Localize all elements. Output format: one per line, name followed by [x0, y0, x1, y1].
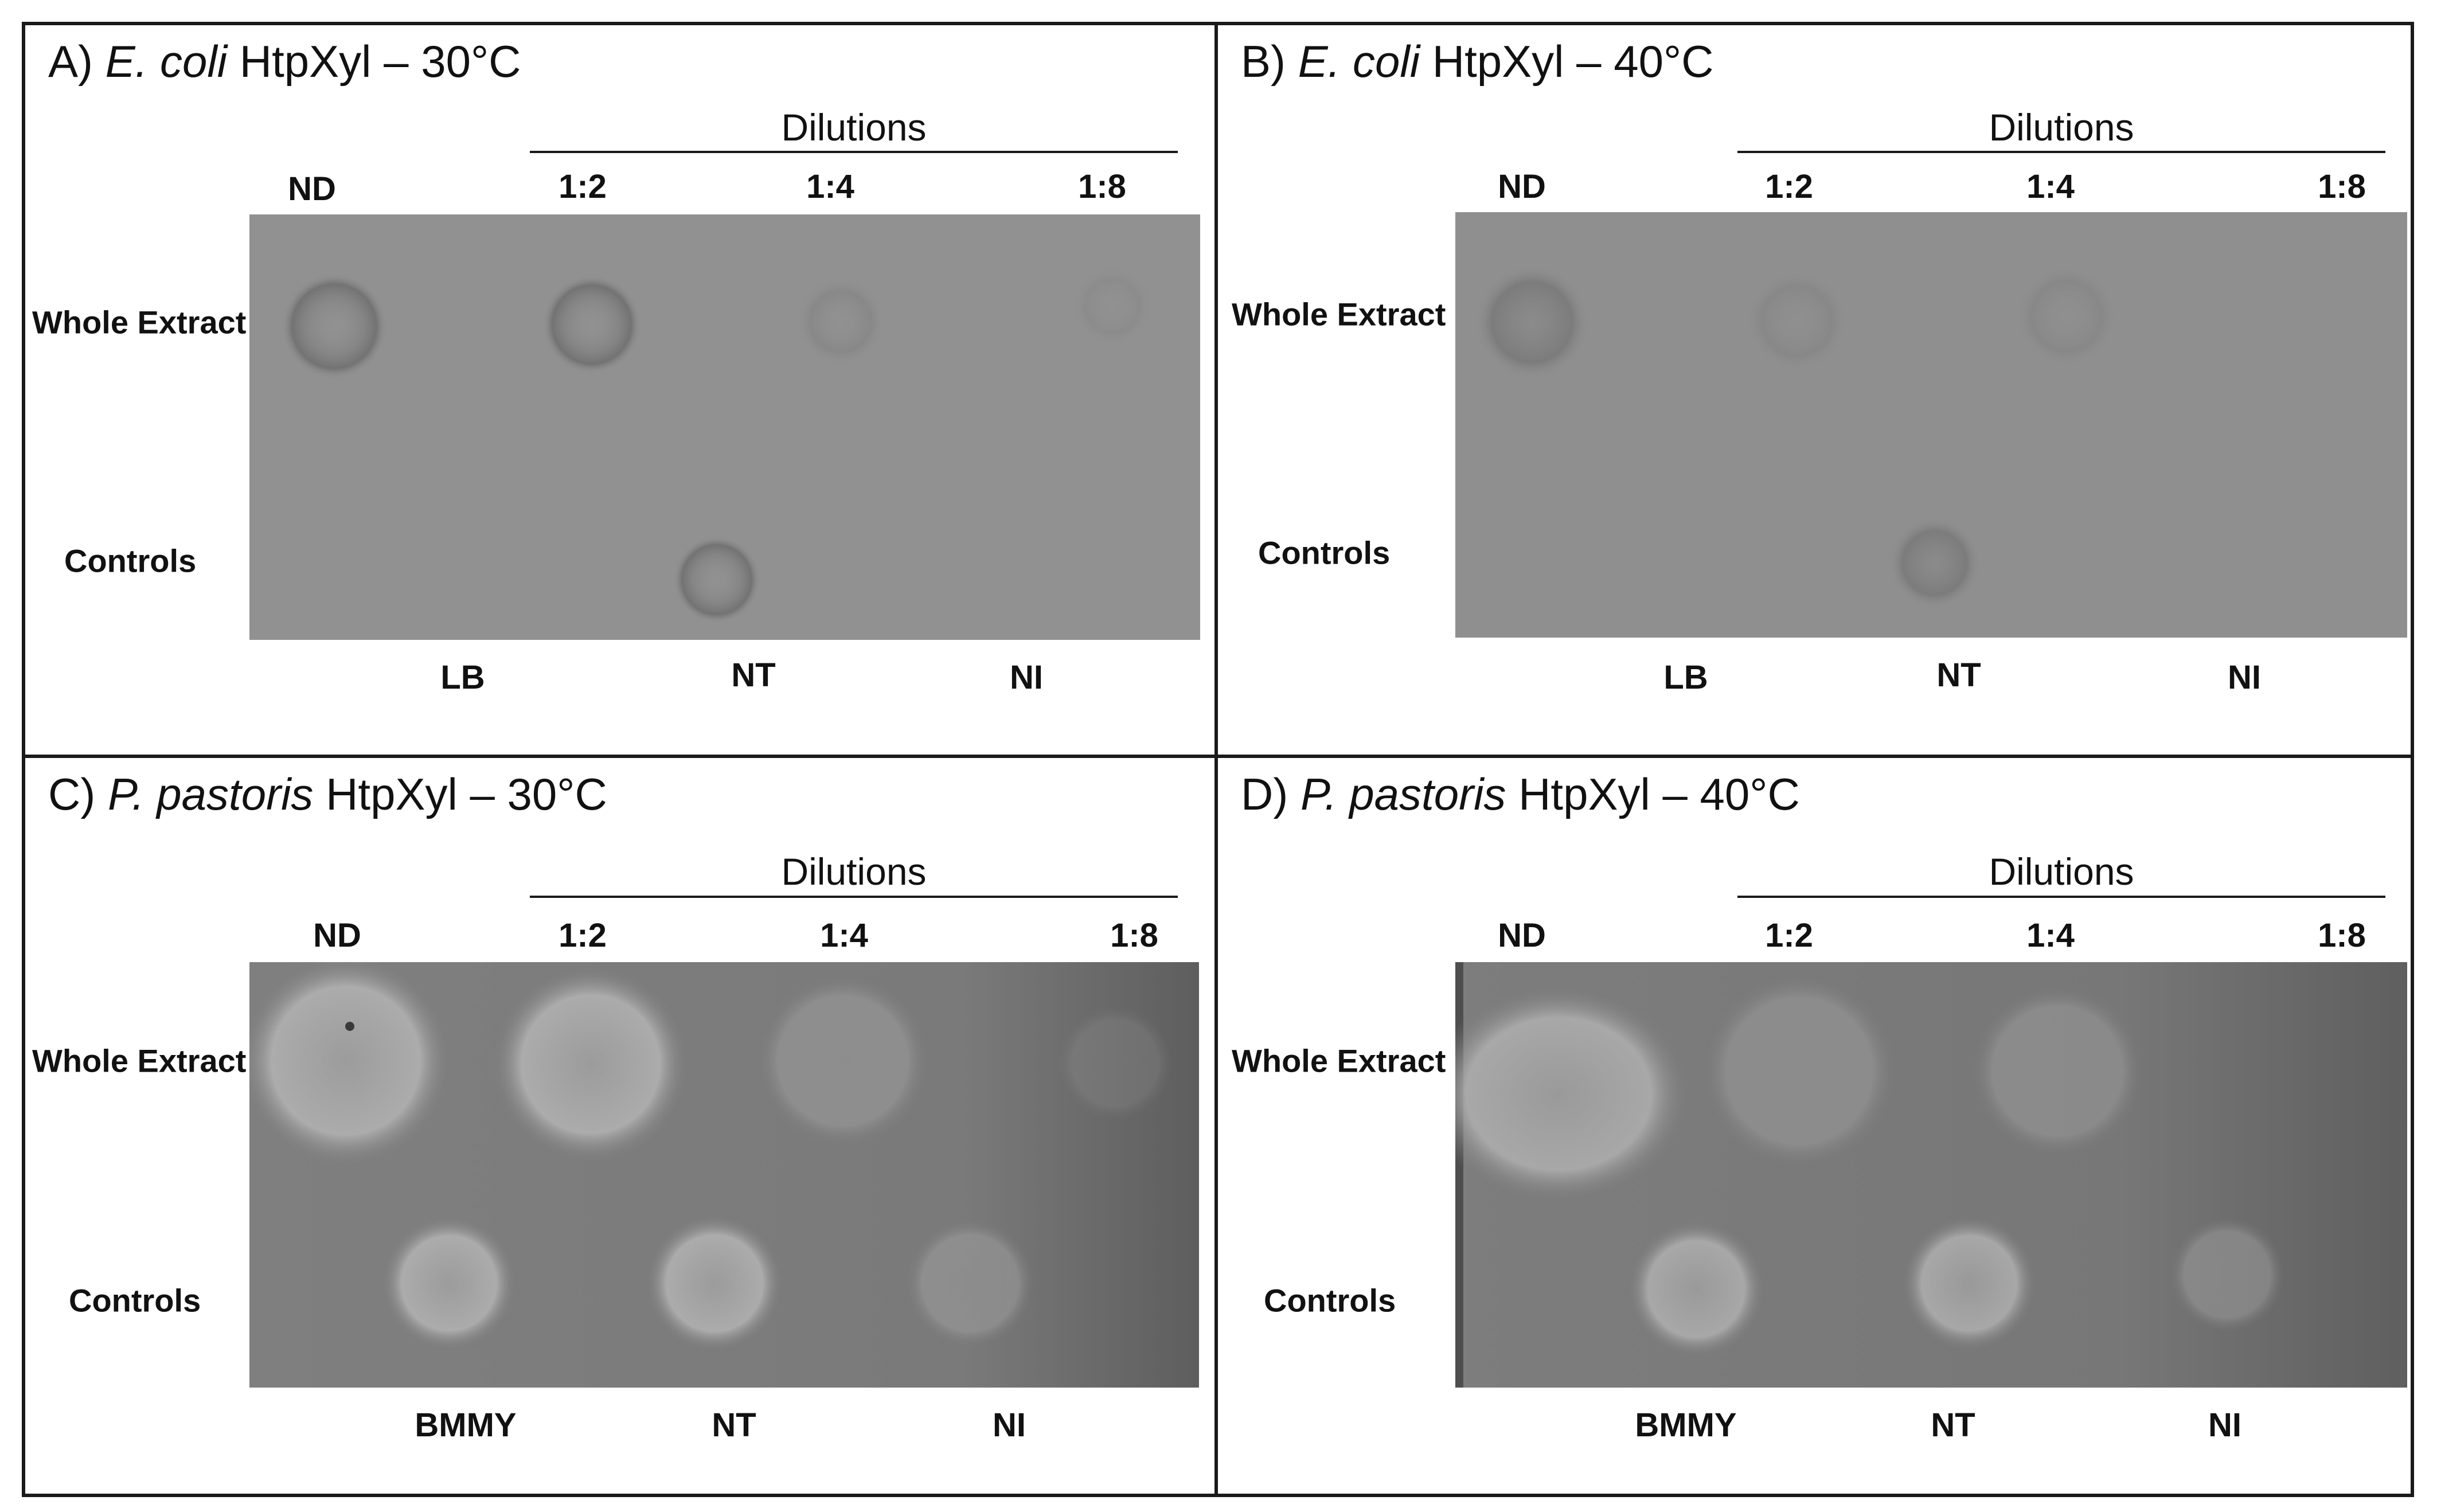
spot-1-2 — [492, 966, 689, 1163]
control-label-nt: NT — [1931, 1406, 1975, 1444]
panel-d: D) P. pastoris HtpXyl – 40°C Dilutions N… — [1218, 758, 2411, 1491]
dilutions-rule — [1737, 896, 2385, 898]
spot-1-8 — [1073, 267, 1151, 345]
control-label-nt: NT — [712, 1406, 756, 1444]
panel-condition: HtpXyl – 30°C — [239, 36, 521, 87]
col-label-nd: ND — [288, 170, 336, 208]
control-label-ni: NI — [2228, 659, 2261, 696]
dilutions-label: Dilutions — [1989, 106, 2134, 149]
col-label-1-2: 1:2 — [1765, 917, 1813, 954]
col-label-nd: ND — [1498, 917, 1546, 954]
panel-letter: A) — [48, 36, 93, 87]
assay-plate-image — [249, 214, 1200, 640]
spot-bmmy — [381, 1216, 517, 1351]
col-label-1-4: 1:4 — [2026, 917, 2075, 954]
dilutions-label: Dilutions — [781, 850, 927, 893]
spot-1-8 — [1058, 1006, 1173, 1120]
col-label-1-2: 1:2 — [559, 917, 607, 954]
debris-dot — [345, 1022, 354, 1031]
control-label-lb: LB — [1663, 659, 1708, 696]
spot-1-2 — [1702, 974, 1897, 1169]
spot-bmmy — [1627, 1220, 1765, 1358]
dilutions-rule — [530, 151, 1178, 153]
assay-plate-image — [1455, 962, 2407, 1388]
figure-frame — [22, 22, 2414, 1497]
row-label-controls: Controls — [1264, 1282, 1396, 1319]
row-label-whole-extract: Whole Extract — [1232, 1042, 1446, 1079]
spot-nd — [1475, 265, 1589, 380]
control-label-ni: NI — [993, 1406, 1026, 1444]
spot-1-4 — [797, 278, 884, 365]
spot-1-4 — [1971, 985, 2143, 1157]
panel-title: B) E. coli HtpXyl – 40°C — [1241, 36, 1714, 88]
panel-organism: P. pastoris — [1300, 769, 1506, 819]
spot-nt — [1901, 1216, 2037, 1351]
dilutions-rule — [530, 896, 1178, 898]
dilutions-label: Dilutions — [781, 106, 927, 149]
vertical-divider — [1214, 22, 1218, 1497]
panel-b: B) E. coli HtpXyl – 40°C Dilutions ND 1:… — [1218, 25, 2411, 758]
col-label-1-4: 1:4 — [2026, 168, 2075, 205]
spot-nd — [249, 962, 452, 1167]
spot-1-4 — [757, 975, 929, 1147]
panel-condition: HtpXyl – 40°C — [1518, 769, 1800, 819]
spot-nt — [673, 536, 760, 623]
panel-organism: E. coli — [1298, 36, 1420, 87]
spot-nd — [1455, 985, 1690, 1203]
row-label-controls: Controls — [1258, 534, 1391, 571]
col-label-nd: ND — [313, 917, 361, 954]
spot-nt — [646, 1214, 783, 1352]
panel-title: C) P. pastoris HtpXyl – 30°C — [48, 768, 607, 821]
col-label-1-8: 1:8 — [1110, 917, 1158, 954]
panel-letter: D) — [1241, 769, 1288, 819]
panel-condition: HtpXyl – 30°C — [326, 769, 607, 819]
control-label-bmmy: BMMY — [1635, 1406, 1737, 1444]
control-label-bmmy: BMMY — [415, 1406, 517, 1444]
panel-a: A) E. coli HtpXyl – 30°C Dilutions ND 1:… — [25, 25, 1218, 758]
dilutions-rule — [1737, 151, 2385, 153]
control-label-nt: NT — [1936, 657, 1981, 694]
assay-plate-image — [1455, 212, 2407, 638]
spot-1-2 — [1747, 271, 1848, 372]
control-label-nt: NT — [731, 657, 776, 694]
col-label-1-2: 1:2 — [1765, 168, 1813, 205]
col-label-1-8: 1:8 — [1078, 168, 1126, 205]
row-label-controls: Controls — [64, 542, 197, 579]
assay-plate-image — [249, 962, 1199, 1388]
panel-letter: C) — [48, 769, 96, 819]
col-label-1-4: 1:4 — [806, 168, 854, 205]
horizontal-divider — [22, 755, 2414, 758]
spot-1-2 — [542, 275, 641, 374]
col-label-1-8: 1:8 — [2318, 168, 2366, 205]
spot-nd — [282, 274, 387, 379]
control-label-lb: LB — [440, 659, 485, 696]
col-label-1-8: 1:8 — [2318, 917, 2366, 954]
control-label-ni: NI — [2208, 1406, 2241, 1444]
panel-organism: E. coli — [105, 36, 228, 87]
spot-1-4 — [2016, 266, 2117, 367]
dilutions-label: Dilutions — [1989, 850, 2134, 893]
col-label-1-2: 1:2 — [559, 168, 607, 205]
row-label-whole-extract: Whole Extract — [1232, 296, 1446, 333]
col-label-1-4: 1:4 — [820, 917, 868, 954]
panel-title: A) E. coli HtpXyl – 30°C — [48, 36, 521, 88]
panel-title: D) P. pastoris HtpXyl – 40°C — [1241, 768, 1800, 821]
row-label-controls: Controls — [69, 1282, 201, 1319]
col-label-nd: ND — [1498, 168, 1546, 205]
spot-ni — [906, 1219, 1034, 1347]
spot-ni — [2170, 1217, 2284, 1332]
control-label-ni: NI — [1010, 659, 1043, 696]
panel-c: C) P. pastoris HtpXyl – 30°C Dilutions N… — [25, 758, 1218, 1491]
panel-letter: B) — [1241, 36, 1286, 87]
row-label-whole-extract: Whole Extract — [32, 1042, 247, 1079]
panel-condition: HtpXyl – 40°C — [1432, 36, 1714, 87]
row-label-whole-extract: Whole Extract — [32, 304, 247, 341]
spot-nt — [1889, 517, 1981, 609]
panel-organism: P. pastoris — [107, 769, 314, 819]
